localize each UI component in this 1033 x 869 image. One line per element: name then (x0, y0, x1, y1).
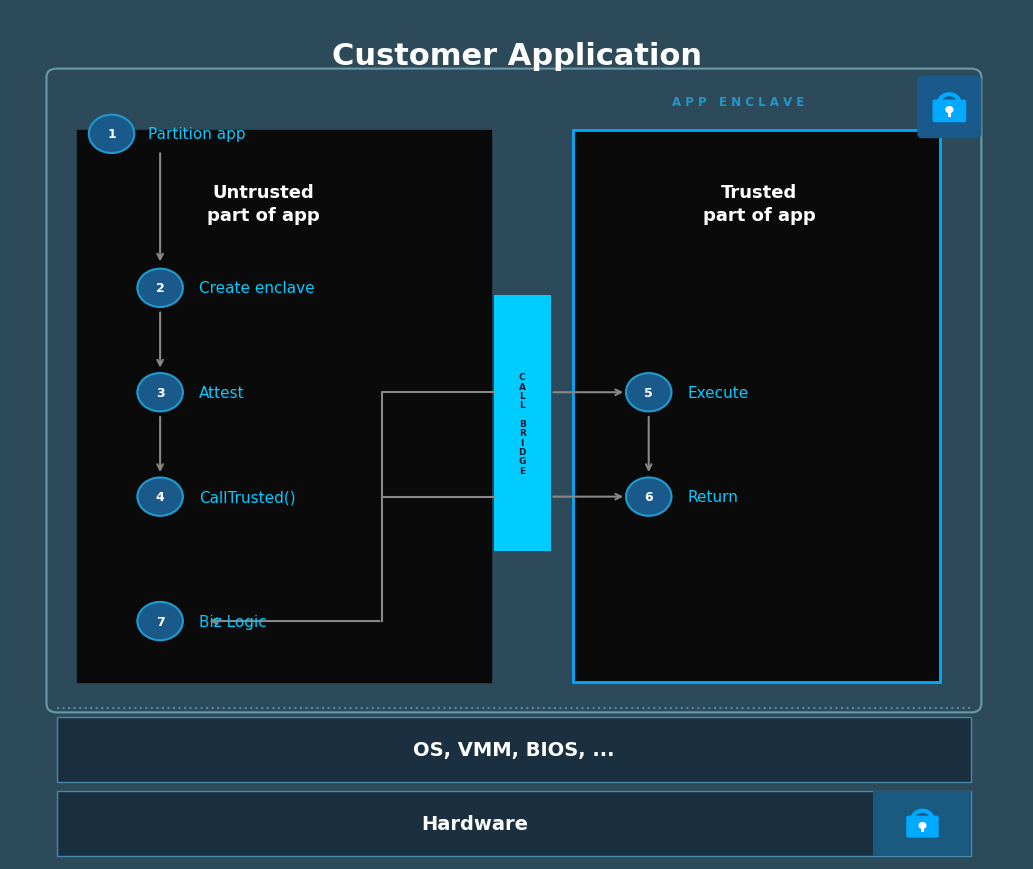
Text: Return: Return (688, 489, 739, 505)
Circle shape (137, 374, 183, 412)
Text: Biz Logic: Biz Logic (199, 614, 268, 629)
Circle shape (137, 269, 183, 308)
Circle shape (919, 823, 926, 828)
Text: Untrusted
part of app: Untrusted part of app (207, 183, 320, 225)
Text: Create enclave: Create enclave (199, 281, 315, 296)
Circle shape (137, 478, 183, 516)
Text: Attest: Attest (199, 385, 245, 401)
Text: Execute: Execute (688, 385, 749, 401)
FancyBboxPatch shape (46, 70, 981, 713)
Text: Partition app: Partition app (148, 127, 246, 143)
FancyBboxPatch shape (920, 826, 925, 833)
Text: 2: 2 (156, 282, 164, 295)
FancyBboxPatch shape (494, 295, 551, 552)
FancyBboxPatch shape (873, 791, 971, 856)
Text: Customer Application: Customer Application (332, 42, 701, 71)
FancyBboxPatch shape (57, 791, 971, 856)
Circle shape (626, 478, 671, 516)
Text: CallTrusted(): CallTrusted() (199, 489, 296, 505)
Text: 5: 5 (645, 387, 653, 399)
FancyBboxPatch shape (77, 130, 491, 682)
Circle shape (89, 116, 134, 154)
Circle shape (137, 602, 183, 640)
Text: 6: 6 (645, 491, 653, 503)
Circle shape (946, 108, 952, 113)
FancyBboxPatch shape (917, 76, 981, 139)
FancyBboxPatch shape (933, 100, 966, 123)
Text: Hardware: Hardware (421, 814, 529, 833)
Text: 1: 1 (107, 129, 116, 141)
FancyBboxPatch shape (57, 717, 971, 782)
Text: Trusted
part of app: Trusted part of app (702, 183, 816, 225)
FancyBboxPatch shape (906, 816, 939, 838)
Text: A P P   E N C L A V E: A P P E N C L A V E (672, 96, 805, 109)
FancyBboxPatch shape (573, 130, 940, 682)
Text: C
A
L
L
 
B
R
I
D
G
E: C A L L B R I D G E (519, 373, 526, 475)
FancyBboxPatch shape (947, 110, 951, 117)
Text: 4: 4 (156, 491, 164, 503)
Text: OS, VMM, BIOS, ...: OS, VMM, BIOS, ... (412, 740, 615, 759)
Circle shape (626, 374, 671, 412)
Text: 7: 7 (156, 615, 164, 627)
Text: 3: 3 (156, 387, 164, 399)
